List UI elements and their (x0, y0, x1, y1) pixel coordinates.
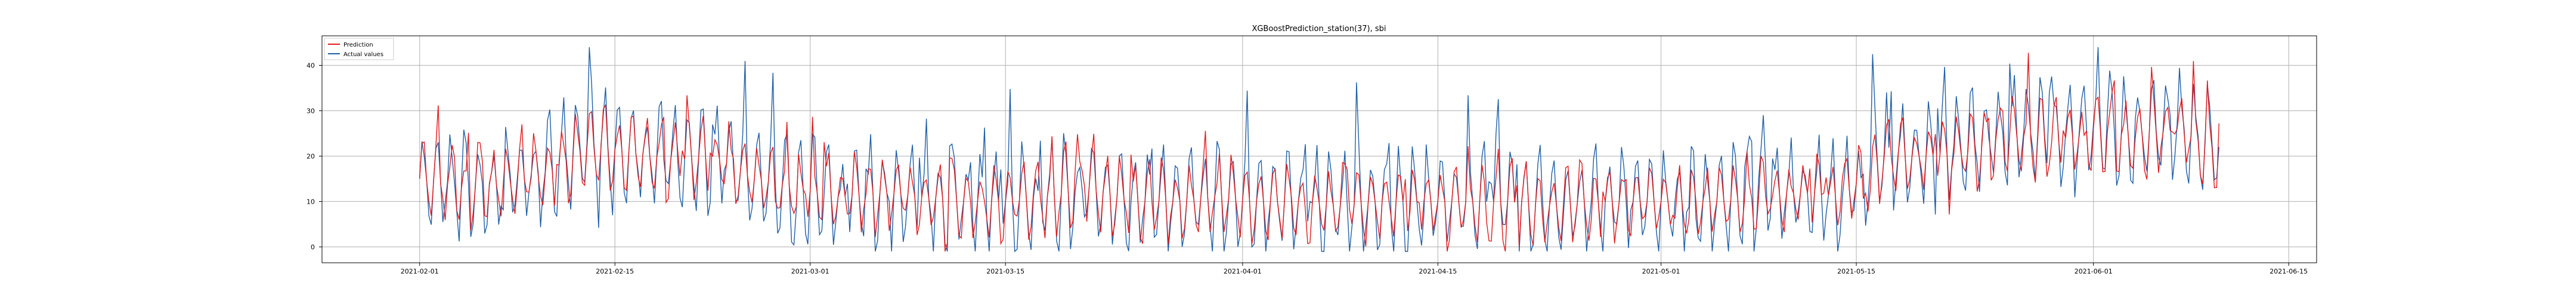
x-tick-label: 2021-03-15 (986, 268, 1024, 275)
chart-title: XGBoostPrediction_station(37), sbi (1252, 24, 1386, 33)
plot-frame (321, 35, 2317, 263)
x-tick-label: 2021-02-01 (401, 268, 439, 275)
y-tick-label: 30 (306, 107, 315, 115)
x-tick-label: 2021-06-15 (2270, 268, 2308, 275)
legend-label-prediction: Prediction (343, 42, 373, 48)
series-layer (419, 47, 2219, 253)
x-axis: 2021-02-01 2021-02-15 2021-03-01 2021-03-15… (401, 263, 2308, 275)
y-tick-label: 20 (306, 152, 315, 160)
legend-box (324, 38, 394, 60)
y-axis: 0 10 20 30 40 (306, 62, 322, 251)
x-tick-label: 2021-05-15 (1837, 268, 1875, 275)
actual-values-line (419, 47, 2219, 253)
prediction-line (419, 53, 2219, 252)
x-tick-label: 2021-04-01 (1224, 268, 1262, 275)
x-tick-label: 2021-05-01 (1642, 268, 1680, 275)
x-tick-label: 2021-04-15 (1419, 268, 1457, 275)
y-tick-label: 0 (311, 243, 315, 251)
legend: Prediction Actual values (324, 38, 394, 60)
x-tick-label: 2021-06-01 (2075, 268, 2113, 275)
x-tick-label: 2021-02-15 (596, 268, 634, 275)
legend-label-actual: Actual values (343, 51, 383, 58)
y-tick-label: 40 (306, 62, 315, 69)
y-tick-label: 10 (306, 198, 315, 205)
x-tick-label: 2021-03-01 (791, 268, 829, 275)
